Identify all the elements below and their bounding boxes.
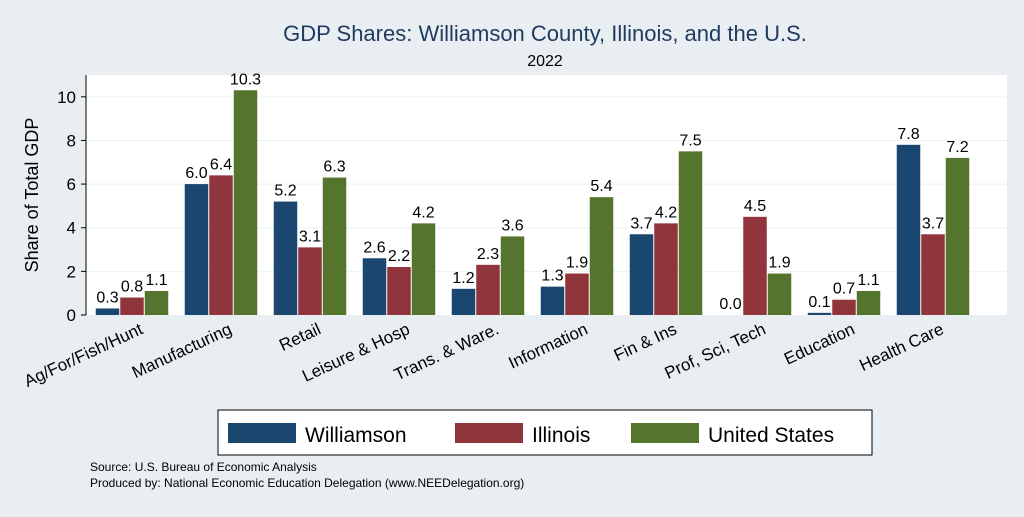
bar-value-label: 0.1 bbox=[808, 294, 830, 311]
bar-value-label: 2.2 bbox=[388, 248, 410, 265]
bar-value-label: 5.2 bbox=[274, 183, 296, 200]
x-tick-label: Ag/For/Fish/Hunt bbox=[21, 319, 146, 391]
x-tick-label: Retail bbox=[276, 319, 323, 355]
bar bbox=[322, 177, 347, 315]
bar-value-label: 4.2 bbox=[412, 204, 434, 221]
x-tick-label: Fin & Ins bbox=[611, 319, 680, 365]
bar bbox=[95, 308, 120, 315]
chart-subtitle: 2022 bbox=[527, 53, 563, 70]
bar bbox=[144, 291, 169, 315]
y-axis-label: Share of Total GDP bbox=[22, 118, 42, 273]
bar-value-label: 3.6 bbox=[501, 217, 523, 234]
bar-value-label: 1.9 bbox=[566, 255, 588, 272]
bar-value-label: 1.1 bbox=[145, 272, 167, 289]
legend-swatch-illinois bbox=[455, 423, 523, 443]
y-tick-label: 0 bbox=[67, 306, 76, 325]
y-tick-label: 4 bbox=[67, 219, 76, 238]
y-tick-label: 2 bbox=[67, 262, 76, 281]
bar bbox=[832, 299, 856, 315]
bar bbox=[476, 264, 500, 315]
bar bbox=[807, 312, 832, 315]
bar-value-labels: 0.30.8 1.16.06.410.35.23.16.32.62.24.21.2… bbox=[96, 71, 968, 313]
bar-value-label: 0.7 bbox=[833, 281, 855, 298]
x-tick-label: Information bbox=[506, 319, 591, 372]
bar bbox=[629, 234, 654, 315]
bar bbox=[856, 291, 881, 315]
bar-value-label: 1.1 bbox=[857, 272, 879, 289]
bar-value-label: 1.3 bbox=[541, 268, 563, 285]
bar-value-label: 2.6 bbox=[363, 239, 385, 256]
bar-value-label: 7.5 bbox=[679, 132, 701, 149]
y-tick-label: 8 bbox=[67, 131, 76, 150]
legend-label-williamson: Williamson bbox=[305, 424, 407, 447]
bar bbox=[945, 157, 970, 315]
bar-value-label: 3.1 bbox=[299, 228, 321, 245]
bar bbox=[298, 247, 322, 315]
bar-value-label: 0.3 bbox=[96, 289, 118, 306]
legend-label-united-states: United States bbox=[708, 424, 834, 447]
bar-value-label: 5.4 bbox=[590, 178, 612, 195]
bar-value-label: 1.9 bbox=[768, 255, 790, 272]
bar bbox=[743, 216, 767, 315]
bar bbox=[654, 223, 678, 315]
bar-value-label: 4.2 bbox=[655, 204, 677, 221]
bar bbox=[589, 197, 614, 315]
x-tick-label: Manufacturing bbox=[129, 319, 235, 382]
bar-value-label: 6.4 bbox=[210, 156, 232, 173]
legend-swatch-williamson bbox=[228, 423, 296, 443]
bar-value-label: 0.8 bbox=[121, 279, 143, 296]
bar-value-label: 2.3 bbox=[477, 246, 499, 263]
bar bbox=[387, 267, 411, 315]
y-tick-label: 10 bbox=[57, 88, 76, 107]
source-note: Source: U.S. Bureau of Economic Analysis bbox=[90, 460, 317, 474]
bar-value-label: 4.5 bbox=[744, 198, 766, 215]
bar-value-label: 10.3 bbox=[230, 71, 261, 88]
bar bbox=[273, 201, 298, 315]
bar bbox=[120, 297, 144, 315]
bar-value-label: 0.0 bbox=[719, 296, 741, 313]
legend: Williamson Illinois United States bbox=[217, 409, 873, 456]
bar bbox=[767, 273, 792, 315]
legend-box bbox=[217, 409, 873, 456]
bars bbox=[95, 90, 970, 315]
bar bbox=[678, 151, 703, 315]
chart-title: GDP Shares: Williamson County, Illinois,… bbox=[283, 21, 807, 46]
y-tick-label: 6 bbox=[67, 175, 76, 194]
bar-value-label: 1.2 bbox=[452, 270, 474, 287]
bar-value-label: 3.7 bbox=[630, 215, 652, 232]
bar bbox=[362, 258, 387, 315]
bar-value-label: 7.8 bbox=[897, 126, 919, 143]
bar-value-label: 3.7 bbox=[922, 215, 944, 232]
bar bbox=[451, 288, 476, 315]
bar bbox=[921, 234, 945, 315]
x-tick-label: Education bbox=[781, 319, 858, 368]
bar bbox=[209, 175, 233, 315]
bar bbox=[184, 184, 209, 315]
y-axis-ticks: 0 2 4 6 8 10 bbox=[57, 88, 86, 325]
x-tick-label: Prof, Sci, Tech bbox=[662, 319, 769, 382]
bar-value-label: 6.0 bbox=[185, 165, 207, 182]
bar-value-label: 7.2 bbox=[946, 139, 968, 156]
bar-value-label: 6.3 bbox=[323, 159, 345, 176]
bar bbox=[233, 90, 258, 315]
legend-swatch-united-states bbox=[631, 423, 699, 443]
bar bbox=[896, 144, 921, 315]
legend-label-illinois: Illinois bbox=[532, 424, 590, 447]
bar bbox=[565, 273, 589, 315]
bar bbox=[411, 223, 436, 315]
bar bbox=[500, 236, 525, 315]
bar bbox=[540, 286, 565, 315]
produced-by-note: Produced by: National Economic Education… bbox=[90, 476, 524, 490]
x-tick-label: Health Care bbox=[856, 319, 946, 375]
